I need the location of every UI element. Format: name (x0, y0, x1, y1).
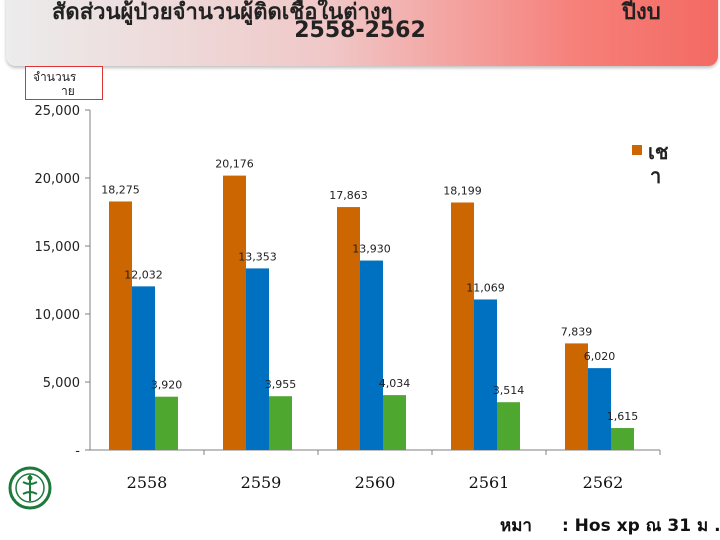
bar-series1-2561 (451, 202, 474, 450)
data-label-series1-2559: 20,176 (215, 158, 254, 171)
x-tick-label-2561: 2561 (469, 473, 510, 492)
x-tick-label-2560: 2560 (355, 473, 396, 492)
bar-series1-2558 (109, 201, 132, 450)
bar-series3-2559 (269, 396, 292, 450)
data-label-series3-2560: 4,034 (379, 377, 411, 390)
data-label-series1-2561: 18,199 (443, 184, 482, 197)
x-tick-label-2558: 2558 (127, 473, 168, 492)
legend-swatch (632, 145, 642, 155)
bar-series2-2561 (474, 299, 497, 450)
data-labels: 18,275 12,032 3,920 20,176 13,353 3,955 17,863… (101, 158, 638, 423)
data-label-series3-2559: 3,955 (265, 378, 297, 391)
title-banner (6, 0, 718, 66)
bar-series3-2561 (497, 402, 520, 450)
data-label-series2-2559: 13,353 (238, 250, 277, 263)
unit-label-line1: จำนวนร (33, 70, 77, 84)
bar-series3-2560 (383, 395, 406, 450)
data-label-series1-2558: 18,275 (101, 183, 140, 196)
chart-title-years: 2558-2562 (294, 18, 426, 43)
bar-series3-2562 (611, 428, 634, 450)
data-label-series3-2561: 3,514 (493, 384, 525, 397)
bar-series2-2560 (360, 260, 383, 450)
y-tick-label: 25,000 (35, 104, 81, 119)
y-tick-label: - (75, 444, 80, 459)
data-label-series1-2560: 17,863 (329, 189, 368, 202)
bar-series1-2560 (337, 207, 360, 450)
legend-label-line1: เช (648, 140, 669, 164)
y-tick-label: 20,000 (35, 172, 81, 187)
x-tick-label-2559: 2559 (241, 473, 282, 492)
bar-series2-2562 (588, 368, 611, 450)
bar-series2-2559 (246, 268, 269, 450)
bar-series3-2558 (155, 396, 178, 450)
chart-title-fiscal: ปีงบ (622, 0, 661, 25)
y-axis-unit-label: จำนวนร าย (25, 66, 103, 100)
data-label-series3-2562: 1,615 (607, 410, 639, 423)
legend: เช า (632, 140, 702, 188)
y-tick-label: 10,000 (35, 308, 81, 323)
y-tick-label: 5,000 (43, 376, 80, 391)
ministry-logo-icon (8, 466, 52, 510)
y-tick-label: 15,000 (35, 240, 81, 255)
data-label-series1-2562: 7,839 (561, 325, 593, 338)
bars (109, 175, 634, 451)
source-note: หมา : Hos xp ณ 31 ม .ค.6 (500, 512, 720, 539)
bar-series1-2559 (223, 175, 246, 451)
source-right: : Hos xp ณ 31 ม .ค.6 (561, 516, 720, 536)
data-label-series2-2561: 11,069 (466, 281, 505, 294)
legend-label-line2: า (650, 164, 662, 188)
bar-series2-2558 (132, 286, 155, 450)
data-label-series2-2562: 6,020 (584, 350, 616, 363)
chart-title-line1: สัดส่วนผู้ป่วยจำนวนผู้ติดเชื้อในต่างๆ ปี… (0, 0, 720, 26)
data-label-series2-2560: 13,930 (352, 243, 391, 256)
source-left: หมา (500, 516, 532, 536)
data-label-series2-2558: 12,032 (124, 268, 163, 281)
bar-series1-2562 (565, 343, 588, 450)
chart-title-main: สัดส่วนผู้ป่วยจำนวนผู้ติดเชื้อในต่างๆ (52, 0, 393, 25)
x-tick-label-2562: 2562 (583, 473, 624, 492)
unit-label-line2: าย (61, 84, 75, 98)
data-label-series3-2558: 3,920 (151, 379, 183, 392)
